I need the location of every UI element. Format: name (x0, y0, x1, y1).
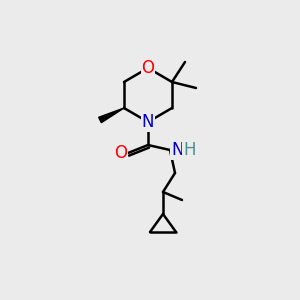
Text: N: N (142, 113, 154, 131)
Text: N: N (171, 141, 184, 159)
Text: O: O (115, 144, 128, 162)
Text: O: O (142, 59, 154, 77)
Text: H: H (183, 141, 196, 159)
Polygon shape (99, 108, 124, 123)
